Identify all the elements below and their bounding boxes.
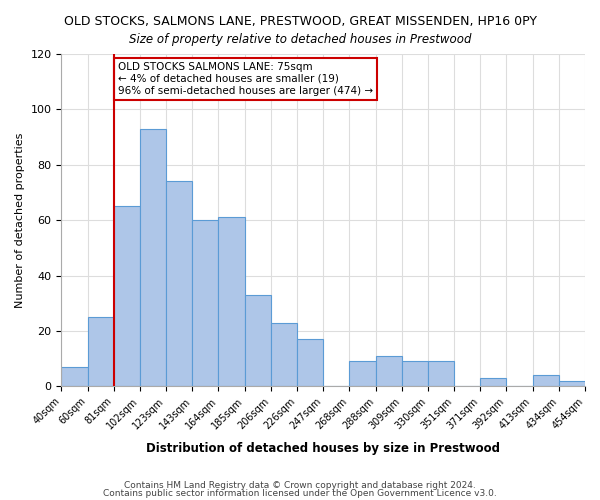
Bar [376,356,402,386]
Bar [193,220,218,386]
Bar [271,322,297,386]
Bar [88,317,114,386]
Bar [349,362,376,386]
Bar [61,367,88,386]
Text: Size of property relative to detached houses in Prestwood: Size of property relative to detached ho… [129,32,471,46]
Bar [297,339,323,386]
Bar [402,362,428,386]
Bar [140,129,166,386]
Bar [428,362,454,386]
Bar [245,295,271,386]
Bar [533,375,559,386]
Y-axis label: Number of detached properties: Number of detached properties [15,132,25,308]
Text: Contains public sector information licensed under the Open Government Licence v3: Contains public sector information licen… [103,488,497,498]
Bar [166,182,193,386]
Bar [114,206,140,386]
Bar [480,378,506,386]
X-axis label: Distribution of detached houses by size in Prestwood: Distribution of detached houses by size … [146,442,500,455]
Text: Contains HM Land Registry data © Crown copyright and database right 2024.: Contains HM Land Registry data © Crown c… [124,481,476,490]
Bar [218,218,245,386]
Text: OLD STOCKS SALMONS LANE: 75sqm
← 4% of detached houses are smaller (19)
96% of s: OLD STOCKS SALMONS LANE: 75sqm ← 4% of d… [118,62,373,96]
Text: OLD STOCKS, SALMONS LANE, PRESTWOOD, GREAT MISSENDEN, HP16 0PY: OLD STOCKS, SALMONS LANE, PRESTWOOD, GRE… [64,15,536,28]
Bar [559,380,585,386]
